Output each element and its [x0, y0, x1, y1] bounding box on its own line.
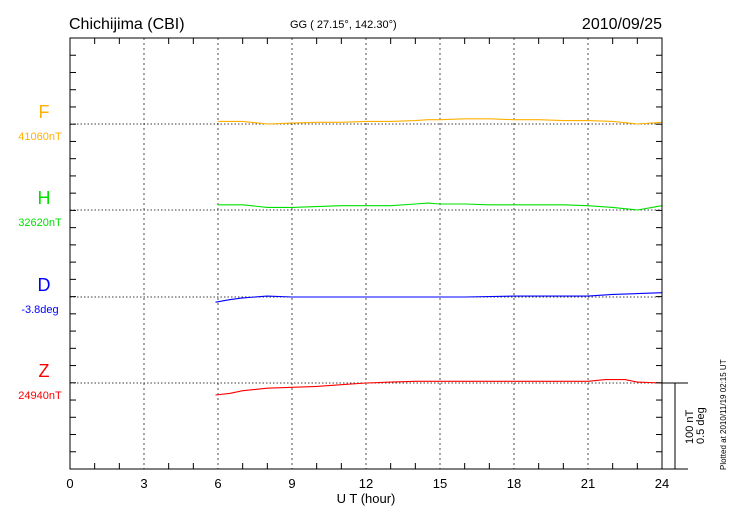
plot-timestamp: Plotted at 2010/11/19 02:15 UT [719, 359, 728, 470]
x-tick-label: 21 [581, 476, 595, 491]
x-tick-label: 12 [359, 476, 373, 491]
series-baseline-f: 41060nT [18, 131, 62, 143]
series-line-h [218, 202, 663, 211]
chart-subtitle: GG ( 27.15°, 142.30°) [290, 19, 397, 31]
x-axis-label: U T (hour) [337, 491, 396, 506]
scale-label-deg: 0.5 deg [695, 407, 707, 444]
series-name-f: F [39, 102, 50, 122]
series-name-d: D [38, 275, 51, 295]
x-tick-label: 18 [507, 476, 521, 491]
series-baseline-d: -3.8deg [21, 304, 58, 316]
plot-frame [69, 37, 663, 470]
chart-date: 2010/09/25 [582, 16, 662, 33]
x-tick-label: 9 [288, 476, 295, 491]
x-tick-label: 24 [655, 476, 669, 491]
series-line-z [215, 379, 663, 396]
series-line-d [215, 292, 663, 303]
scale-label-nt: 100 nT [684, 409, 696, 444]
series-name-h: H [38, 188, 51, 208]
series-baseline-h: 32620nT [18, 217, 62, 229]
x-tick-label: 6 [214, 476, 221, 491]
series-baseline-z: 24940nT [18, 390, 62, 402]
series-line-f [218, 118, 663, 125]
series-name-z: Z [39, 361, 50, 381]
x-tick-label: 3 [140, 476, 147, 491]
x-tick-label: 0 [66, 476, 73, 491]
x-tick-label: 15 [433, 476, 447, 491]
chart-title: Chichijima (CBI) [69, 16, 185, 33]
